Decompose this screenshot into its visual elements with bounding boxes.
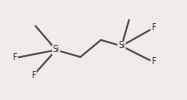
Text: F: F [13, 54, 17, 62]
Text: F: F [151, 57, 156, 66]
Text: Si: Si [53, 46, 60, 54]
Text: F: F [151, 24, 156, 32]
Text: F: F [31, 70, 36, 80]
Text: Si: Si [118, 42, 125, 50]
